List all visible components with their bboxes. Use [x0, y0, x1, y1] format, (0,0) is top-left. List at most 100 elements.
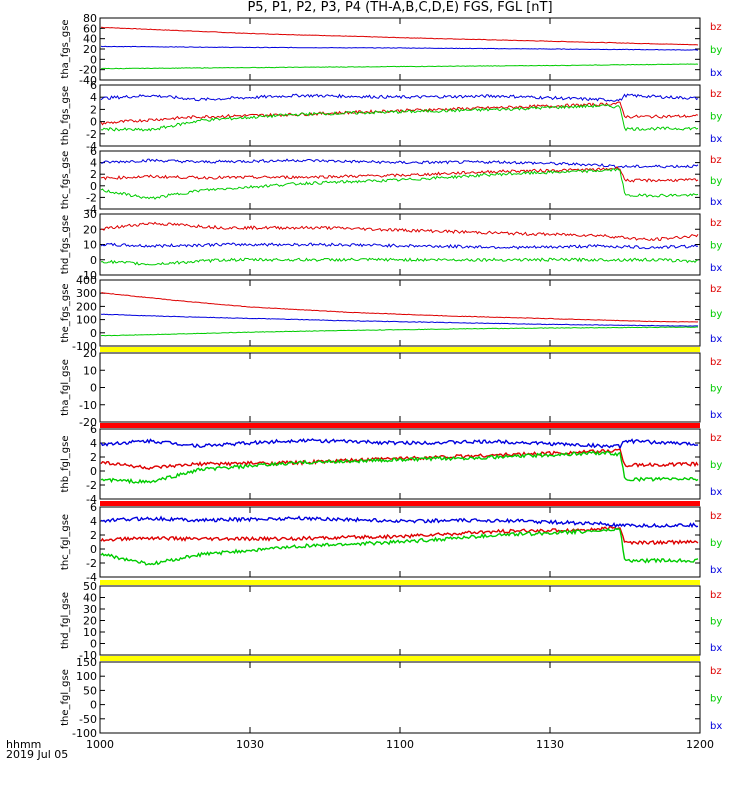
panel-frame: [99, 585, 701, 656]
quality-flag-bar: [100, 580, 700, 585]
legend-bz: bz: [710, 22, 722, 33]
y-tick-label: -50: [79, 713, 97, 726]
legend-by: by: [710, 241, 722, 252]
y-tick-label: 20: [83, 223, 97, 236]
quality-flag-bar: [100, 656, 700, 661]
series-line-bx: [100, 313, 698, 327]
legend-bx: bx: [710, 334, 722, 345]
y-tick-label: 200: [76, 300, 97, 313]
y-tick-label: 100: [76, 670, 97, 683]
legend-by: by: [710, 617, 722, 628]
panel-frame: [99, 661, 701, 734]
y-tick-label: 6: [90, 79, 97, 92]
y-tick-label: 0: [90, 327, 97, 340]
panel-frame: [99, 279, 701, 347]
series-line-by: [100, 450, 699, 485]
y-tick-label: 30: [83, 208, 97, 221]
legend-bz: bz: [710, 666, 722, 677]
legend-bz: bz: [710, 590, 722, 601]
series-line-bx: [101, 158, 699, 169]
y-tick-label: -4: [86, 493, 97, 506]
y-tick-label: -20: [79, 416, 97, 429]
y-tick-label: 2: [90, 168, 97, 181]
y-tick-label: -4: [86, 571, 97, 584]
legend-by: by: [710, 460, 722, 471]
y-tick-label: 0: [90, 638, 97, 651]
y-tick-label: 0: [90, 465, 97, 478]
y-tick-label: -2: [86, 479, 97, 492]
y-tick-label: 10: [83, 364, 97, 377]
y-tick-label: 10: [83, 239, 97, 252]
y-tick-label: -2: [86, 557, 97, 570]
legend-bx: bx: [710, 263, 722, 274]
legend-bx: bx: [710, 721, 722, 732]
y-tick-label: -10: [79, 399, 97, 412]
y-tick-label: 0: [90, 53, 97, 66]
y-tick-label: 100: [76, 314, 97, 327]
series-line-by: [100, 527, 699, 566]
y-tick-label: 0: [90, 382, 97, 395]
y-tick-label: -100: [72, 340, 97, 353]
y-tick-label: 40: [83, 592, 97, 605]
y-tick-label: 2: [90, 529, 97, 542]
panel-frame: [99, 352, 701, 423]
y-axis-title: the_fgl_gse: [60, 669, 71, 726]
y-axis-title: thb_fgl_gse: [60, 436, 71, 493]
y-tick-label: -2: [86, 128, 97, 141]
y-tick-label: 60: [83, 22, 97, 35]
y-tick-label: -4: [86, 140, 97, 153]
legend-by: by: [710, 45, 722, 56]
legend-bx: bx: [710, 565, 722, 576]
series-line-by: [100, 326, 699, 337]
series-line-bx: [100, 438, 698, 450]
y-tick-label: 4: [90, 515, 97, 528]
y-axis-title: thd_fgs_gse: [60, 215, 71, 274]
x-tick-label: 1000: [86, 738, 114, 751]
y-tick-label: 10: [83, 626, 97, 639]
series-line-by: [100, 257, 699, 266]
y-tick-label: 4: [90, 157, 97, 170]
series-line-bx: [100, 242, 699, 250]
y-axis-title: the_fgs_gse: [60, 283, 71, 342]
panel-frame: [99, 213, 701, 276]
legend-bx: bx: [710, 643, 722, 654]
panel-frame: [99, 84, 701, 147]
y-tick-label: 4: [90, 91, 97, 104]
series-line-bx: [100, 93, 699, 102]
legend-bx: bx: [710, 410, 722, 421]
y-tick-label: 50: [83, 684, 97, 697]
series-line-bz: [100, 166, 699, 183]
panel-frame: [99, 17, 701, 81]
y-tick-label: 6: [90, 501, 97, 514]
x-tick-label: 1130: [536, 738, 564, 751]
legend-bx: bx: [710, 487, 722, 498]
series-line-bx: [100, 515, 699, 529]
legend-by: by: [710, 112, 722, 123]
y-tick-label: 300: [76, 287, 97, 300]
y-tick-label: -10: [79, 649, 97, 662]
series-line-bx: [100, 45, 699, 51]
y-tick-label: 6: [90, 423, 97, 436]
legend-bz: bz: [710, 433, 722, 444]
legend-bx: bx: [710, 197, 722, 208]
y-tick-label: 30: [83, 603, 97, 616]
y-tick-label: -20: [79, 64, 97, 77]
y-tick-label: 0: [90, 699, 97, 712]
legend-bz: bz: [710, 284, 722, 295]
legend-bx: bx: [710, 68, 722, 79]
series-line-bz: [100, 26, 699, 46]
y-axis-title: tha_fgs_gse: [60, 19, 71, 78]
y-tick-label: -10: [79, 269, 97, 282]
x-axis-footer-date: 2019 Jul 05: [6, 748, 69, 761]
quality-flag-bar: [100, 501, 700, 506]
y-tick-label: -4: [86, 203, 97, 216]
y-tick-label: 20: [83, 43, 97, 56]
series-line-bz: [100, 448, 699, 471]
y-tick-label: 6: [90, 145, 97, 158]
legend-bz: bz: [710, 357, 722, 368]
y-tick-label: 80: [83, 12, 97, 25]
series-line-by: [100, 167, 699, 200]
legend-by: by: [710, 309, 722, 320]
y-tick-label: 0: [90, 180, 97, 193]
